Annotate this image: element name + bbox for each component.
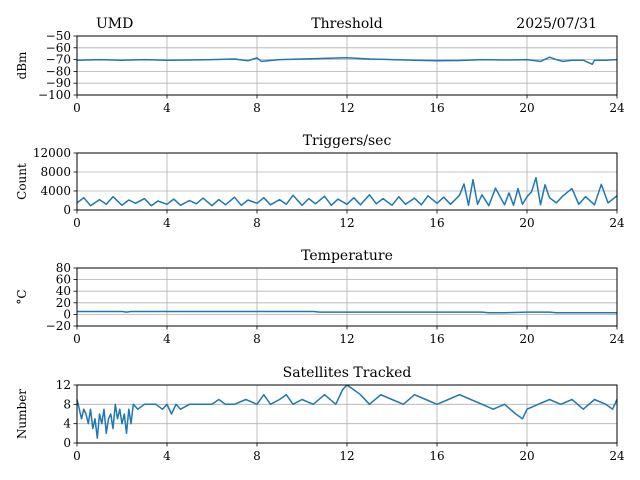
y-tick-label: −100	[38, 88, 71, 102]
header-site-label: UMD	[96, 16, 133, 32]
x-tick-label: 12	[339, 332, 354, 346]
x-tick-label: 24	[609, 101, 625, 115]
series-line-1	[76, 176, 618, 207]
y-axis-label: °C	[15, 289, 29, 304]
x-tick-label: 20	[519, 216, 534, 230]
x-tick-label: 4	[163, 216, 171, 230]
panel-2: 0 4 8 12 16 20 24 0 4000 8000 12000 Triggers/sec Cou…	[15, 133, 625, 230]
panel-1: 0 4 8 12 16 20 24 −100−90−80−70−60−50 Threshold d…	[15, 16, 625, 115]
y-tick-label: 40	[56, 284, 71, 298]
panel-title: Satellites Tracked	[283, 365, 412, 381]
y-tick-label: −80	[46, 64, 71, 78]
x-tick-label: 0	[73, 101, 81, 115]
x-tick-label: 20	[519, 332, 534, 346]
y-tick-label: 60	[56, 273, 71, 287]
y-tick-label: 8	[63, 397, 71, 411]
y-axis-label: dBm	[15, 51, 29, 80]
y-tick-label: 4	[63, 417, 71, 431]
x-tick-label: 8	[253, 332, 261, 346]
y-axis-label: Number	[15, 389, 29, 439]
y-tick-label: 4000	[40, 184, 71, 198]
y-tick-label: −70	[46, 53, 71, 67]
x-tick-label: 20	[519, 449, 534, 463]
x-tick-label: 12	[339, 449, 354, 463]
y-tick-label: 0	[63, 436, 71, 450]
y-tick-label: −20	[46, 319, 71, 333]
y-tick-label: 0	[63, 203, 71, 217]
y-tick-label: 0	[63, 307, 71, 321]
x-tick-label: 16	[429, 101, 444, 115]
series-line-1	[76, 56, 618, 66]
x-tick-label: 0	[73, 216, 81, 230]
x-tick-label: 8	[253, 449, 261, 463]
panel-title: Threshold	[311, 16, 382, 32]
x-tick-label: 0	[73, 332, 81, 346]
x-tick-label: 4	[163, 332, 171, 346]
x-tick-label: 12	[339, 216, 354, 230]
x-tick-label: 4	[163, 449, 171, 463]
x-tick-label: 24	[609, 216, 625, 230]
series-line-1	[76, 384, 618, 439]
y-tick-label: 8000	[40, 165, 71, 179]
x-tick-label: 24	[609, 449, 625, 463]
x-tick-label: 24	[609, 332, 625, 346]
y-tick-label: 12000	[33, 146, 71, 160]
x-tick-label: 16	[429, 449, 444, 463]
y-axis-label: Count	[15, 163, 29, 200]
panel-title: Temperature	[301, 248, 393, 264]
x-tick-label: 0	[73, 449, 81, 463]
x-tick-label: 16	[429, 332, 444, 346]
y-tick-label: 20	[56, 296, 71, 310]
y-tick-label: −90	[46, 76, 71, 90]
x-tick-label: 8	[253, 101, 261, 115]
header-date-label: 2025/07/31	[516, 16, 597, 32]
y-tick-label: −60	[46, 41, 71, 55]
y-tick-label: 12	[56, 378, 71, 392]
x-tick-label: 4	[163, 101, 171, 115]
panel-4: 0 4 8 12 16 20 24 0 4 8 12 Satellites Tracked Number	[15, 365, 625, 463]
x-tick-label: 20	[519, 101, 534, 115]
x-tick-label: 8	[253, 216, 261, 230]
y-tick-label: −50	[46, 29, 71, 43]
series-line-1	[77, 310, 617, 314]
x-tick-label: 12	[339, 101, 354, 115]
panel-title: Triggers/sec	[303, 133, 392, 149]
x-tick-label: 16	[429, 216, 444, 230]
y-tick-label: 80	[56, 261, 71, 275]
